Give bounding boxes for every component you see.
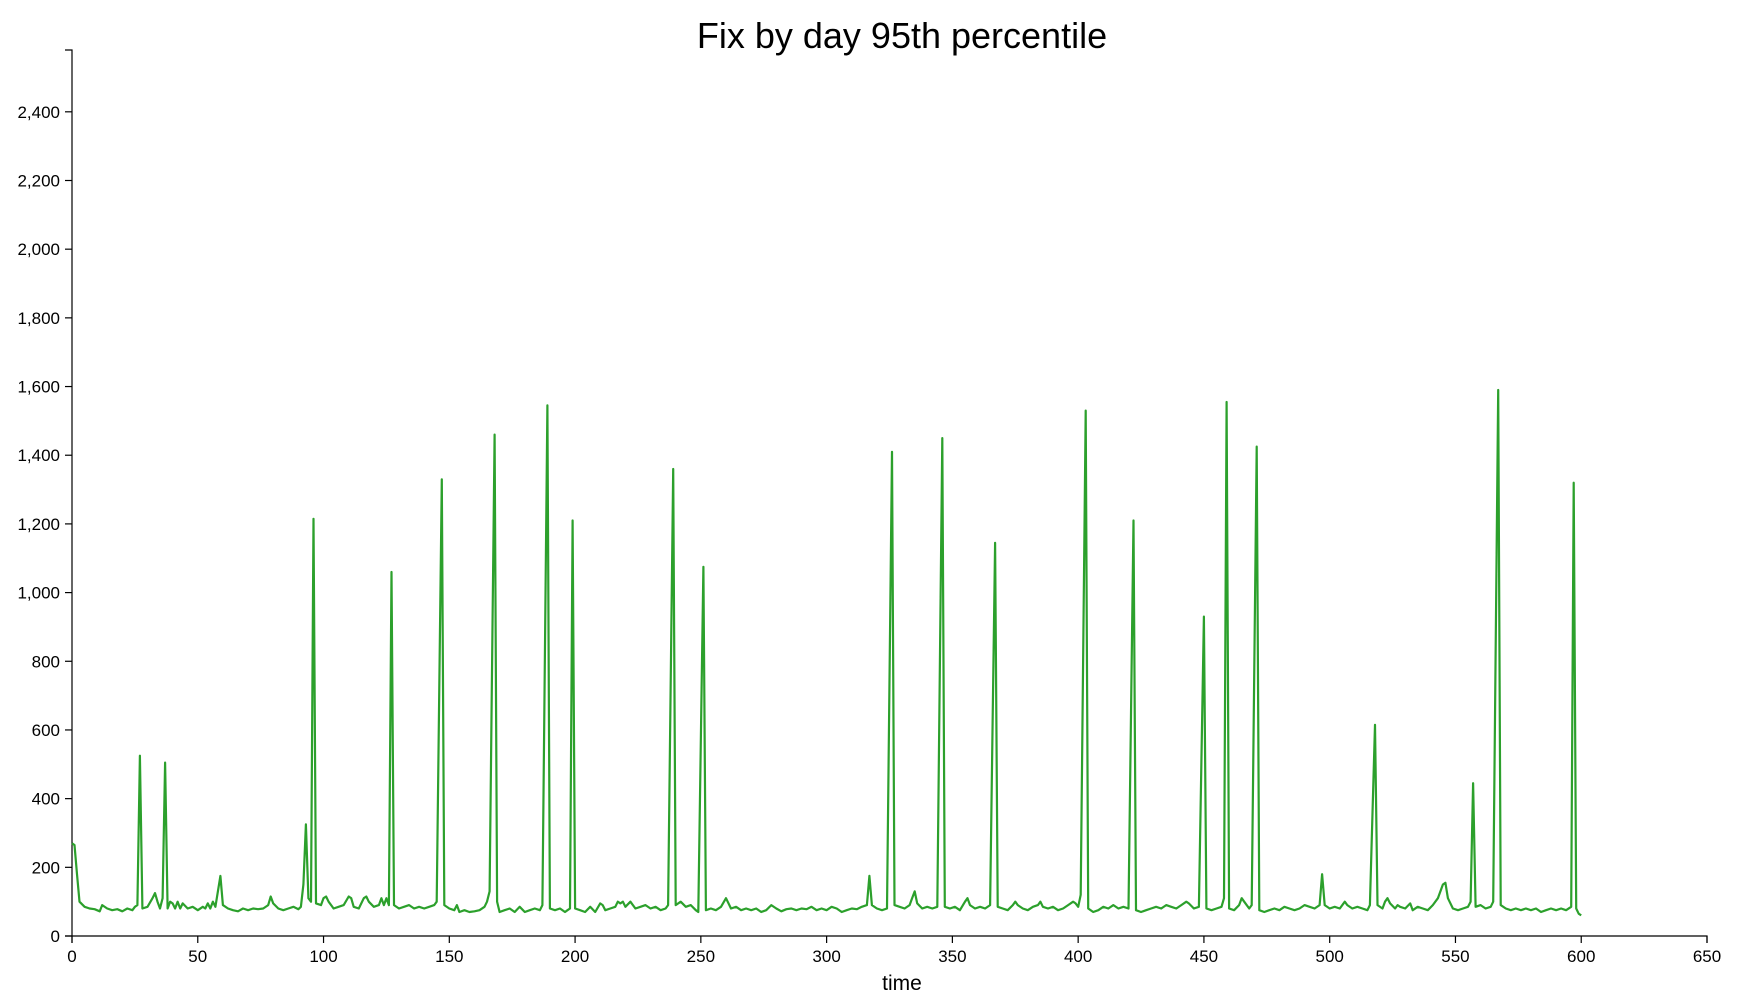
x-tick-label: 100 [309,947,337,966]
y-tick-label: 200 [32,858,60,877]
x-axis: 0 50 100 150 200 250 300 350 400 450 500 550 600 650 [67,935,1721,966]
x-tick-label: 350 [938,947,966,966]
y-tick-label: 400 [32,790,60,809]
series-group [71,388,1582,917]
x-tick-label: 550 [1441,947,1469,966]
x-tick-label: 50 [188,947,207,966]
x-tick-label: 450 [1190,947,1218,966]
y-tick-label: 1,600 [17,378,60,397]
y-axis-line [65,49,73,937]
x-tick-label: 300 [812,947,840,966]
x-tick-label: 200 [561,947,589,966]
y-tick-label: 2,000 [17,240,60,259]
x-axis-title: time [882,972,922,995]
y-tick-label: 2,400 [17,103,60,122]
x-tick-label: 600 [1567,947,1595,966]
x-tick-label: 150 [435,947,463,966]
y-tick-label: 600 [32,721,60,740]
x-tick-label: 650 [1693,947,1721,966]
chart-title: Fix by day 95th percentile [697,15,1107,56]
x-tick-label: 500 [1316,947,1344,966]
y-tick-label: 2,200 [17,171,60,190]
y-tick-label: 1,800 [17,309,60,328]
y-tick-label: 1,000 [17,584,60,603]
x-tick-label: 0 [67,947,76,966]
x-tick-label: 250 [687,947,715,966]
y-tick-label: 1,400 [17,446,60,465]
x-tick-label: 400 [1064,947,1092,966]
y-tick-label: 0 [51,927,60,946]
y-axis: 0 200 400 600 800 1,000 1,200 1,400 1,600 1,800 2,… [17,49,73,946]
y-tick-label: 1,200 [17,515,60,534]
series-line [71,388,1582,917]
y-tick-label: 800 [32,652,60,671]
x-axis-line [71,935,1708,943]
